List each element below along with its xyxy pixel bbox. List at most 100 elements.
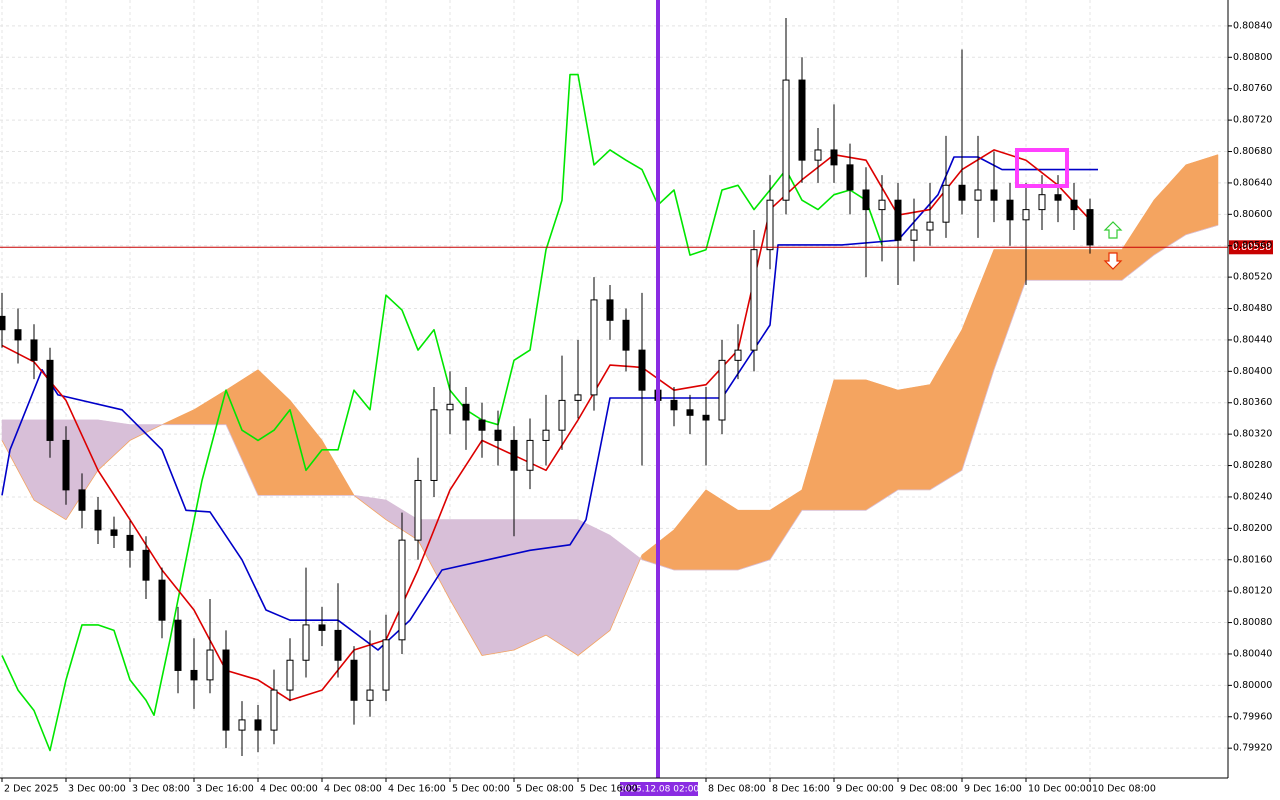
x-tick-label: 9 Dec 00:00 xyxy=(836,784,894,795)
candle-body xyxy=(1022,209,1030,221)
candle-body xyxy=(46,359,54,441)
y-tick-label: 0.80080 xyxy=(1233,617,1272,628)
crosshair-label: 2025.12.08 02:00 xyxy=(619,785,700,795)
candles xyxy=(0,18,1094,757)
candle-body xyxy=(670,399,678,411)
candle-body xyxy=(254,719,262,731)
y-tick-label: 0.80600 xyxy=(1233,209,1272,220)
price-label: 0.80558 xyxy=(1232,242,1271,253)
candle-body xyxy=(206,649,214,681)
indicator-lines xyxy=(1,73,1098,752)
x-tick-label: 4 Dec 16:00 xyxy=(388,784,446,795)
candle-body xyxy=(798,79,806,161)
y-tick-label: 0.80400 xyxy=(1233,366,1272,377)
candle-body xyxy=(958,184,966,201)
y-tick-label: 0.80520 xyxy=(1233,272,1272,283)
cloud-segment xyxy=(513,519,547,651)
indicator-line xyxy=(1,73,883,752)
candle-body xyxy=(750,249,758,351)
candle-body xyxy=(638,349,646,391)
cloud-segment xyxy=(897,384,931,491)
y-tick-label: 0.80840 xyxy=(1233,20,1272,31)
candle-body xyxy=(174,619,182,671)
candle-body xyxy=(686,409,694,416)
cloud-edge xyxy=(2,224,1219,571)
indicator-line xyxy=(1,149,1091,702)
up-arrow-icon xyxy=(1103,221,1123,239)
candle-body xyxy=(1054,194,1062,201)
y-tick-label: 0.80360 xyxy=(1233,397,1272,408)
candle-body xyxy=(606,299,614,321)
candle-body xyxy=(366,689,374,701)
candle-body xyxy=(334,629,342,661)
x-tick-label: 10 Dec 08:00 xyxy=(1092,784,1156,795)
candle-body xyxy=(734,349,742,361)
candle-body xyxy=(14,329,22,341)
candle-body xyxy=(78,489,86,511)
candle-body xyxy=(110,529,118,536)
candle-body xyxy=(942,184,950,223)
y-tick-label: 0.80560 xyxy=(1233,240,1272,251)
y-tick-label: 0.80440 xyxy=(1233,334,1272,345)
y-tick-label: 0.80160 xyxy=(1233,554,1272,565)
candle-body xyxy=(542,429,550,441)
x-tick-label: 9 Dec 08:00 xyxy=(900,784,958,795)
candle-body xyxy=(158,579,166,621)
candle-body xyxy=(30,339,38,361)
x-tick-label: 4 Dec 00:00 xyxy=(260,784,318,795)
candle-body xyxy=(190,669,198,681)
x-tick-label: 5 Dec 16:00 xyxy=(580,784,638,795)
y-tick-label: 0.80240 xyxy=(1233,491,1272,502)
x-tick-label: 3 Dec 08:00 xyxy=(132,784,190,795)
candle-body xyxy=(702,414,710,421)
candle-body xyxy=(574,394,582,401)
highlight-box xyxy=(1015,148,1069,188)
candle-body xyxy=(910,229,918,241)
cloud xyxy=(1,154,1219,657)
candle-body xyxy=(286,659,294,691)
candle-body xyxy=(494,429,502,441)
candle-body xyxy=(926,221,934,231)
candle-body xyxy=(1006,199,1014,221)
candle-body xyxy=(1070,199,1078,211)
y-tick-label: 0.80640 xyxy=(1233,177,1272,188)
x-tick-label: 9 Dec 16:00 xyxy=(964,784,1022,795)
cloud-segment xyxy=(1185,154,1219,236)
x-tick-label: 10 Dec 00:00 xyxy=(1028,784,1092,795)
candle-body xyxy=(830,149,838,166)
candle-body xyxy=(510,439,518,471)
candle-body xyxy=(558,399,566,431)
x-tick-label: 8 Dec 16:00 xyxy=(772,784,830,795)
y-tick-label: 0.80120 xyxy=(1233,586,1272,597)
candle-body xyxy=(894,199,902,241)
candle-body xyxy=(846,164,854,191)
candle-body xyxy=(414,479,422,541)
candle-body xyxy=(62,439,70,491)
down-arrow-icon xyxy=(1103,252,1123,270)
candle-body xyxy=(526,439,534,471)
y-tick-label: 0.79920 xyxy=(1233,743,1272,754)
candle-body xyxy=(270,689,278,731)
y-tick-label: 0.80480 xyxy=(1233,303,1272,314)
cloud-segment xyxy=(1057,249,1091,281)
candle-body xyxy=(238,719,246,731)
candle-body xyxy=(478,419,486,431)
indicator-line xyxy=(1,156,1098,651)
candle-body xyxy=(814,149,822,161)
candle-body xyxy=(350,659,358,701)
y-tick-label: 0.79960 xyxy=(1233,711,1272,722)
x-tick-label: 3 Dec 16:00 xyxy=(196,784,254,795)
y-tick-label: 0.80720 xyxy=(1233,115,1272,126)
candle-body xyxy=(862,189,870,211)
cloud-segment xyxy=(833,379,867,511)
y-tick-label: 0.80760 xyxy=(1233,83,1272,94)
candle-body xyxy=(382,639,390,691)
y-tick-label: 0.80280 xyxy=(1233,460,1272,471)
y-tick-label: 0.80800 xyxy=(1233,52,1272,63)
candle-body xyxy=(398,539,406,641)
y-tick-label: 0.80320 xyxy=(1233,429,1272,440)
x-tick-label: 2 Dec 2025 xyxy=(4,784,59,795)
